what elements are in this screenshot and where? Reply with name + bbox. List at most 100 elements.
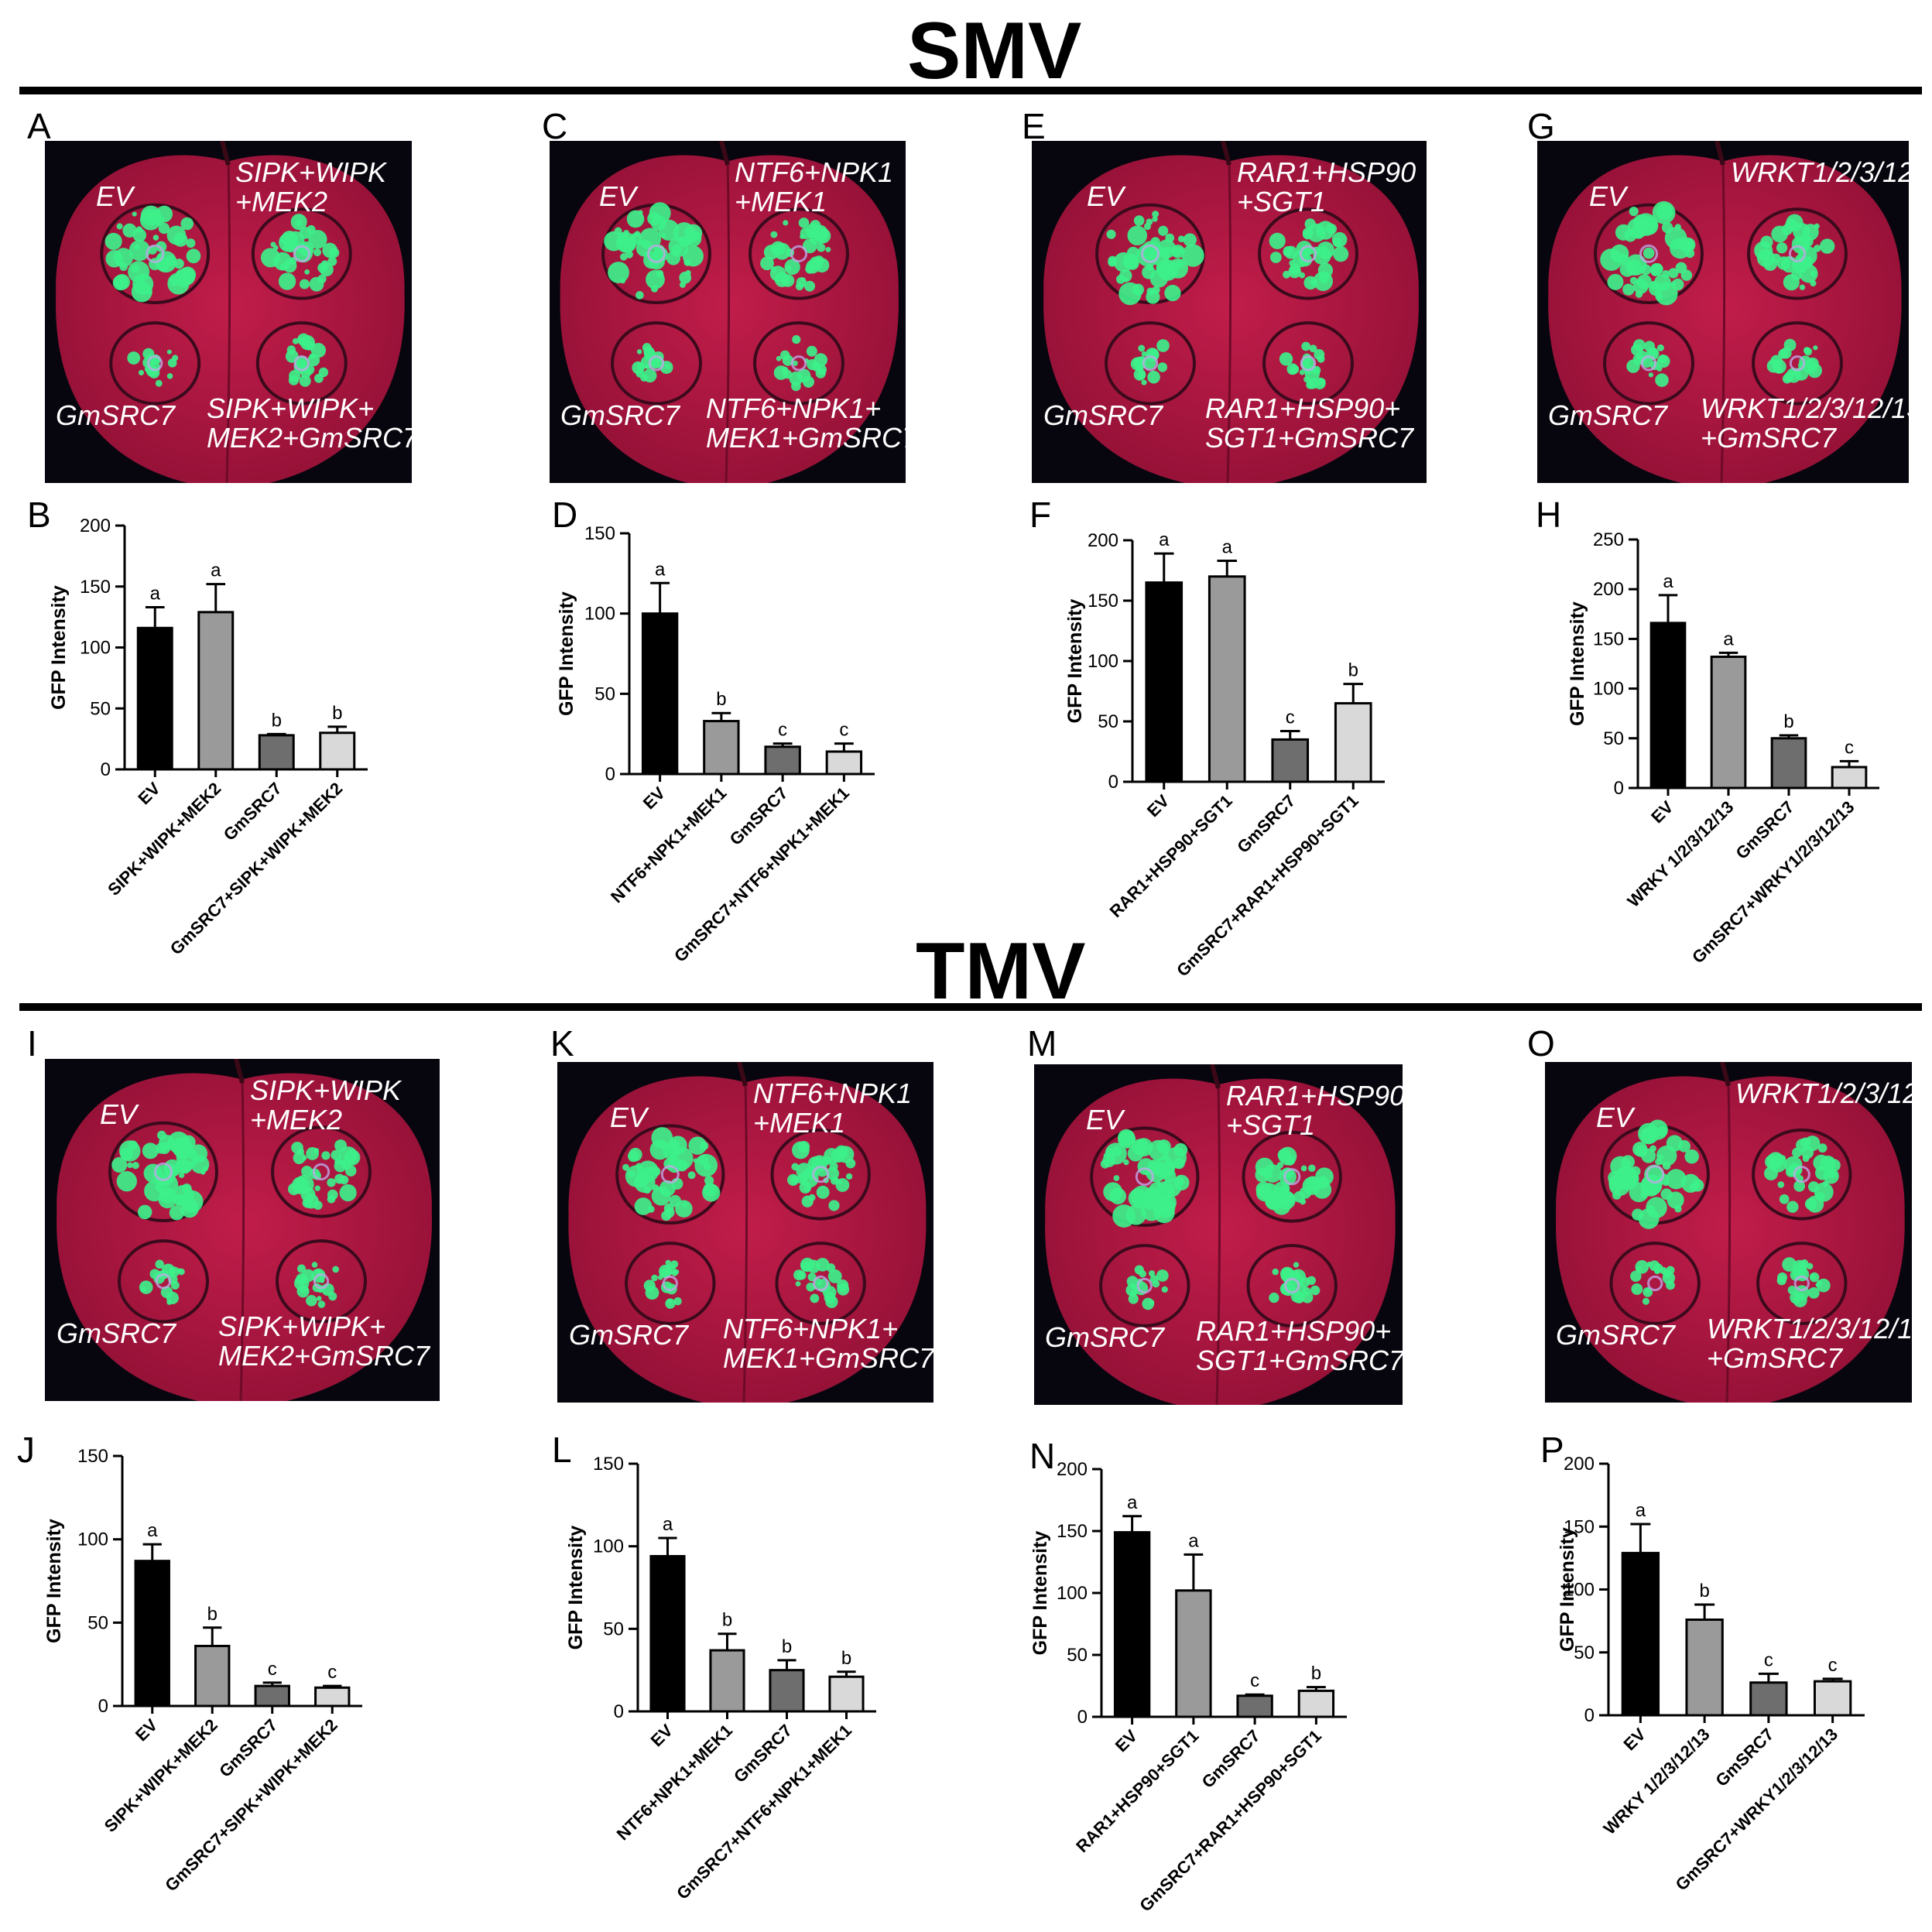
significance-letter: b — [1311, 1663, 1321, 1684]
significance-letter: b — [841, 1648, 851, 1669]
x-tick-label: WRKY 1/2/3/12/13 — [1600, 1725, 1714, 1838]
y-tick-label: 100 — [1593, 679, 1624, 700]
significance-letter: a — [1127, 1492, 1138, 1513]
y-axis-label: GFP Intensity — [1064, 599, 1086, 724]
leaf-label-tr: RAR1+HSP90 +SGT1 — [1237, 156, 1416, 218]
significance-letter: c — [1250, 1670, 1259, 1691]
significance-letter: a — [1663, 571, 1673, 592]
bar-3 — [1749, 1681, 1788, 1717]
bar-chart-H: 0 50 100 150 200 250 GFP Intensity a EV a WRKY 1/2… — [1567, 529, 1879, 967]
y-axis-label: GFP Intensity — [556, 591, 577, 716]
x-tick-label: SIPK+WIPK+MEK2 — [101, 1715, 221, 1836]
leaf-label-bl: GmSRC7 — [57, 1317, 176, 1349]
leaf-image: EV RAR1+HSP90 +SGT1 GmSRC7 RAR1+HSP90+ SGT1… — [1032, 141, 1427, 483]
leaf-label-br: NTF6+NPK1+ MEK1+GmSRC7 — [706, 392, 906, 454]
leaf-label-tr: WRKT1/2/3/12/13 — [1731, 156, 1909, 188]
y-tick-label: 150 — [584, 523, 615, 544]
leaf-label-tr: NTF6+NPK1 +MEK1 — [735, 156, 894, 218]
y-tick-label: 150 — [1057, 1521, 1088, 1542]
leaf-label-br: RAR1+HSP90+ SGT1+GmSRC7 — [1205, 392, 1414, 454]
x-tick-label: SIPK+WIPK+MEK2 — [104, 779, 224, 899]
bar-3 — [254, 1684, 290, 1708]
bar-chart-L: 0 50 100 150 GFP Intensity a EV b NTF6+NPK1+MEK1… — [565, 1454, 876, 1903]
y-tick-label: 0 — [98, 1696, 108, 1717]
leaf-label-tl: EV — [610, 1101, 648, 1133]
panel-letter: K — [550, 1023, 574, 1064]
y-tick-label: 200 — [1593, 579, 1624, 600]
leaf-label-bl: GmSRC7 — [1556, 1319, 1676, 1351]
panel-letter: M — [1027, 1023, 1057, 1064]
leaf-label-bl: GmSRC7 — [569, 1319, 689, 1351]
leaf-label-tl: EV — [1596, 1101, 1634, 1133]
leaf-image: EV SIPK+WIPK +MEK2 GmSRC7 SIPK+WIPK+ MEK2+G… — [45, 141, 412, 483]
x-tick-label: GmSRC7 — [726, 783, 792, 849]
x-tick-label: EV — [132, 1715, 162, 1745]
x-tick-label: EV — [1647, 797, 1677, 827]
leaf-label-br: NTF6+NPK1+ MEK1+GmSRC7 — [723, 1313, 933, 1374]
significance-letter: a — [211, 560, 221, 581]
bar-2 — [709, 1649, 745, 1713]
significance-letter: b — [782, 1636, 792, 1657]
section-title-smv: SMV — [907, 6, 1082, 96]
significance-letter: c — [1845, 737, 1854, 758]
bar-2 — [1208, 575, 1246, 783]
y-axis-label: GFP Intensity — [43, 1519, 65, 1643]
leaf-label-bl: GmSRC7 — [1548, 399, 1668, 431]
bar-2 — [197, 611, 235, 771]
y-tick-label: 50 — [1098, 711, 1118, 732]
bar-chart-J: 0 50 100 150 GFP Intensity a EV b SIPK+WIPK+MEK2… — [43, 1446, 362, 1895]
bar-chart-B: 0 50 100 150 200 GFP Intensity a EV a SIPK+WIPK+M… — [48, 516, 368, 958]
bar-1 — [136, 626, 173, 771]
y-tick-label: 50 — [603, 1619, 624, 1639]
y-tick-label: 100 — [593, 1536, 624, 1557]
leaf-photo — [1556, 1062, 1905, 1403]
y-tick-label: 150 — [77, 1446, 108, 1467]
panel-letter: A — [27, 106, 51, 146]
leaf-photo — [56, 141, 405, 483]
significance-letter: c — [1764, 1649, 1773, 1670]
x-tick-label: EV — [647, 1721, 677, 1751]
bar-chart-P: 0 50 100 150 200 GFP Intensity a EV b WRKY 1/2/3/… — [1557, 1454, 1865, 1894]
y-tick-label: 150 — [1593, 629, 1624, 649]
significance-letter: c — [1286, 707, 1295, 728]
significance-letter: c — [268, 1659, 277, 1680]
y-tick-label: 200 — [1088, 530, 1118, 551]
x-tick-label: EV — [639, 783, 670, 814]
leaf-image: EV NTF6+NPK1 +MEK1 GmSRC7 NTF6+NPK1+ MEK1+G… — [550, 141, 906, 483]
bar-3 — [1271, 738, 1310, 783]
panel-letter: I — [27, 1023, 37, 1064]
panel-letter: H — [1536, 495, 1562, 535]
leaf-label-tl: EV — [1589, 180, 1627, 212]
bar-1 — [649, 1554, 686, 1713]
leaf-label-tl: EV — [1086, 1104, 1124, 1136]
leaf-label-tr: NTF6+NPK1 +MEK1 — [753, 1077, 913, 1139]
y-axis-label: GFP Intensity — [565, 1526, 587, 1650]
panel-letter: J — [17, 1430, 35, 1470]
significance-letter: a — [655, 559, 666, 580]
y-tick-label: 0 — [101, 759, 111, 780]
y-tick-label: 0 — [1108, 772, 1118, 793]
leaf-label-bl: GmSRC7 — [560, 399, 680, 431]
leaf-photo — [57, 1059, 432, 1401]
section-rule-tmv — [19, 1003, 1922, 1011]
y-tick-label: 100 — [1088, 651, 1118, 672]
x-tick-label: GmSRC7 — [1711, 1725, 1777, 1790]
bar-2 — [1175, 1589, 1212, 1718]
x-tick-label: EV — [134, 779, 164, 809]
y-tick-label: 150 — [1088, 591, 1118, 611]
section-rule-smv — [19, 87, 1922, 94]
leaf-photo — [560, 141, 899, 483]
y-tick-label: 0 — [614, 1701, 624, 1722]
bar-3 — [764, 745, 801, 776]
bar-4 — [825, 750, 863, 776]
x-tick-label: EV — [1143, 791, 1173, 821]
bar-2 — [1685, 1619, 1724, 1717]
bar-2 — [194, 1644, 231, 1708]
leaf-label-bl: GmSRC7 — [1043, 399, 1163, 431]
significance-letter: c — [839, 720, 848, 741]
y-tick-label: 200 — [1564, 1454, 1595, 1475]
y-tick-label: 50 — [90, 698, 111, 719]
panel-letter: B — [27, 495, 51, 535]
bar-3 — [1770, 737, 1807, 790]
